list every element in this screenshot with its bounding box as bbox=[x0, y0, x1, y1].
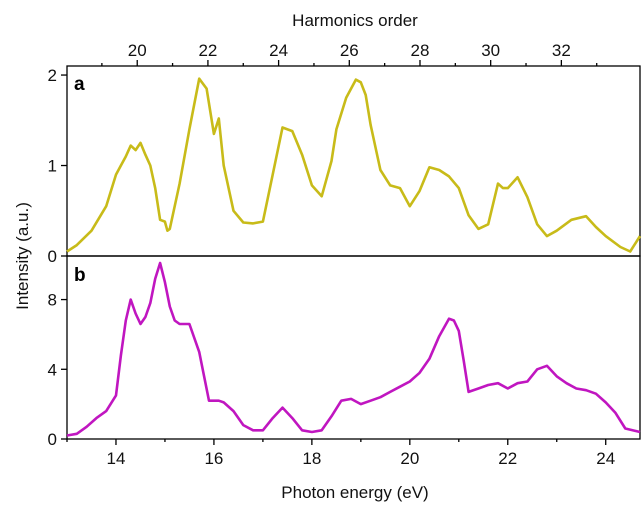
panel-b-series-line bbox=[66, 261, 641, 437]
x-tick-label: 24 bbox=[596, 449, 615, 468]
x-tick-label: 20 bbox=[400, 449, 419, 468]
x-tick-label: 22 bbox=[498, 449, 517, 468]
y-axis-title: Intensity (a.u.) bbox=[13, 202, 32, 310]
top-tick-label: 28 bbox=[411, 41, 430, 60]
top-tick-label: 30 bbox=[481, 41, 500, 60]
y-tick-label: 0 bbox=[48, 430, 57, 449]
top-tick-label: 20 bbox=[128, 41, 147, 60]
x-axis-title: Photon energy (eV) bbox=[281, 483, 428, 502]
top-axis-title: Harmonics order bbox=[292, 11, 418, 30]
top-tick-label: 22 bbox=[198, 41, 217, 60]
panel-a: a 0 1 2 bbox=[48, 65, 641, 266]
y-tick-label: 4 bbox=[48, 360, 57, 379]
panel-b: b 0 4 8 bbox=[48, 255, 641, 449]
y-tick-label: 8 bbox=[48, 291, 57, 310]
panel-a-label: a bbox=[74, 74, 85, 95]
panel-a-series-line bbox=[66, 77, 641, 253]
panel-b-y-ticks: 0 4 8 bbox=[48, 291, 67, 449]
panel-a-y-ticks: 0 1 2 bbox=[48, 66, 67, 266]
top-tick-label: 32 bbox=[552, 41, 571, 60]
panel-b-frame bbox=[66, 255, 641, 440]
x-tick-label: 16 bbox=[204, 449, 223, 468]
x-tick-label: 18 bbox=[302, 449, 321, 468]
y-tick-label: 1 bbox=[48, 157, 57, 176]
panel-a-frame bbox=[66, 65, 641, 257]
panel-b-label: b bbox=[74, 265, 86, 286]
top-tick-label: 26 bbox=[340, 41, 359, 60]
bottom-axis-ticks: 14 16 18 20 22 24 bbox=[66, 439, 615, 468]
top-tick-label: 24 bbox=[269, 41, 288, 60]
top-axis-ticks: 20 22 24 26 28 30 32 bbox=[101, 41, 598, 66]
y-tick-label: 0 bbox=[48, 247, 57, 266]
y-tick-label: 2 bbox=[48, 66, 57, 85]
x-tick-label: 14 bbox=[107, 449, 126, 468]
